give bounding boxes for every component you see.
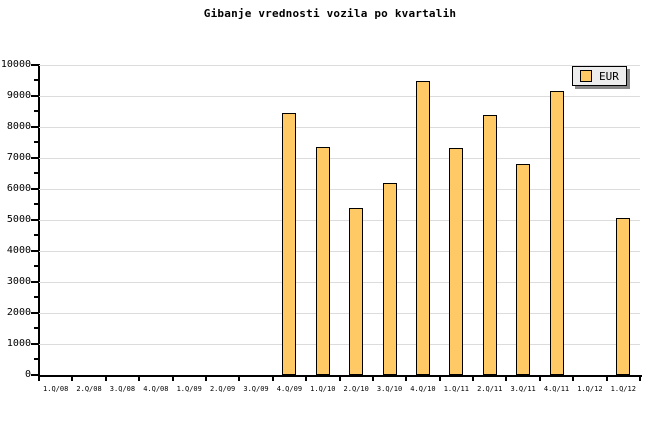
x-axis-label: 2.Q/11: [477, 385, 503, 393]
bar: [449, 148, 463, 375]
gridline: [39, 313, 640, 314]
y-tick-major: [31, 64, 38, 66]
y-axis-label: 4000: [6, 245, 31, 256]
x-tick: [38, 377, 40, 381]
bar: [516, 164, 530, 375]
bar: [416, 81, 430, 375]
y-tick-major: [31, 157, 38, 159]
gridline: [39, 65, 640, 66]
y-axis-label: 0: [24, 369, 31, 380]
gridline: [39, 344, 640, 345]
y-tick-major: [31, 281, 38, 283]
x-axis-label: 4.Q/11: [543, 385, 570, 393]
chart-title: Gibanje vrednosti vozila po kvartalih: [203, 7, 457, 20]
y-tick-major: [31, 343, 38, 345]
legend-label: EUR: [599, 69, 619, 83]
x-tick: [272, 377, 274, 381]
bar: [383, 183, 397, 375]
x-axis-label: 1.Q/12: [577, 385, 603, 393]
y-axis-label: 5000: [6, 214, 31, 225]
x-tick: [505, 377, 507, 381]
x-axis-label: 3.Q/10: [376, 385, 403, 393]
y-axis-label: 6000: [6, 183, 31, 194]
y-tick-major: [31, 188, 38, 190]
x-axis-label: 4.Q/09: [276, 385, 303, 393]
y-tick-minor: [34, 296, 38, 298]
bar: [616, 218, 630, 375]
y-axis-label: 3000: [6, 276, 31, 287]
y-tick-major: [31, 219, 38, 221]
y-tick-minor: [34, 234, 38, 236]
y-axis-label: 2000: [6, 307, 31, 318]
x-axis-label: 1.Q/11: [443, 385, 469, 393]
x-axis-label: 1.Q/12: [610, 385, 636, 393]
gridline: [39, 96, 640, 97]
y-axis-label: 7000: [6, 152, 31, 163]
gridline: [39, 282, 640, 283]
x-tick: [439, 377, 441, 381]
y-tick-minor: [34, 203, 38, 205]
y-tick-minor: [34, 358, 38, 360]
y-tick-major: [31, 95, 38, 97]
bar: [550, 91, 564, 375]
x-tick: [172, 377, 174, 381]
y-tick-major: [31, 126, 38, 128]
x-tick: [405, 377, 407, 381]
x-axis-label: 2.Q/10: [343, 385, 369, 393]
x-axis-label: 2.Q/09: [209, 385, 236, 393]
x-tick: [238, 377, 240, 381]
legend: EUR: [572, 66, 627, 86]
y-tick-minor: [34, 110, 38, 112]
x-axis-label: 1.Q/08: [43, 385, 69, 393]
x-axis-label: 4.Q/10: [410, 385, 436, 393]
bar: [316, 147, 330, 375]
x-tick: [572, 377, 574, 381]
gridline: [39, 189, 640, 190]
x-tick: [606, 377, 608, 381]
y-axis-label: 8000: [6, 121, 31, 132]
x-axis-label: 1.Q/09: [176, 385, 202, 393]
legend-swatch-icon: [580, 70, 592, 82]
x-tick: [71, 377, 73, 381]
gridline: [39, 127, 640, 128]
x-axis-label: 3.Q/09: [243, 385, 269, 393]
y-tick-minor: [34, 172, 38, 174]
x-tick: [539, 377, 541, 381]
x-tick: [339, 377, 341, 381]
bar: [282, 113, 296, 375]
plot-area: [39, 65, 640, 375]
y-tick-minor: [34, 141, 38, 143]
x-tick: [305, 377, 307, 381]
y-axis-label: 9000: [6, 90, 31, 101]
gridline: [39, 220, 640, 221]
gridline: [39, 158, 640, 159]
x-tick: [372, 377, 374, 381]
y-tick-major: [31, 374, 38, 376]
x-tick: [105, 377, 107, 381]
y-tick-major: [31, 312, 38, 314]
y-tick-major: [31, 250, 38, 252]
x-tick: [472, 377, 474, 381]
y-axis-label: 10000: [0, 59, 31, 70]
y-tick-minor: [34, 265, 38, 267]
x-tick: [639, 377, 641, 381]
x-tick: [138, 377, 140, 381]
bar: [349, 208, 363, 375]
x-axis-label: 3.Q/11: [510, 385, 536, 393]
y-tick-minor: [34, 327, 38, 329]
x-axis-label: 4.Q/08: [143, 385, 169, 393]
x-axis-label: 2.Q/08: [76, 385, 102, 393]
x-axis-label: 3.Q/08: [109, 385, 136, 393]
y-axis-label: 1000: [6, 338, 31, 349]
bar: [483, 115, 497, 375]
x-axis-line: [38, 375, 642, 377]
gridline: [39, 251, 640, 252]
x-tick: [205, 377, 207, 381]
y-tick-minor: [34, 79, 38, 81]
x-axis-label: 1.Q/10: [310, 385, 336, 393]
